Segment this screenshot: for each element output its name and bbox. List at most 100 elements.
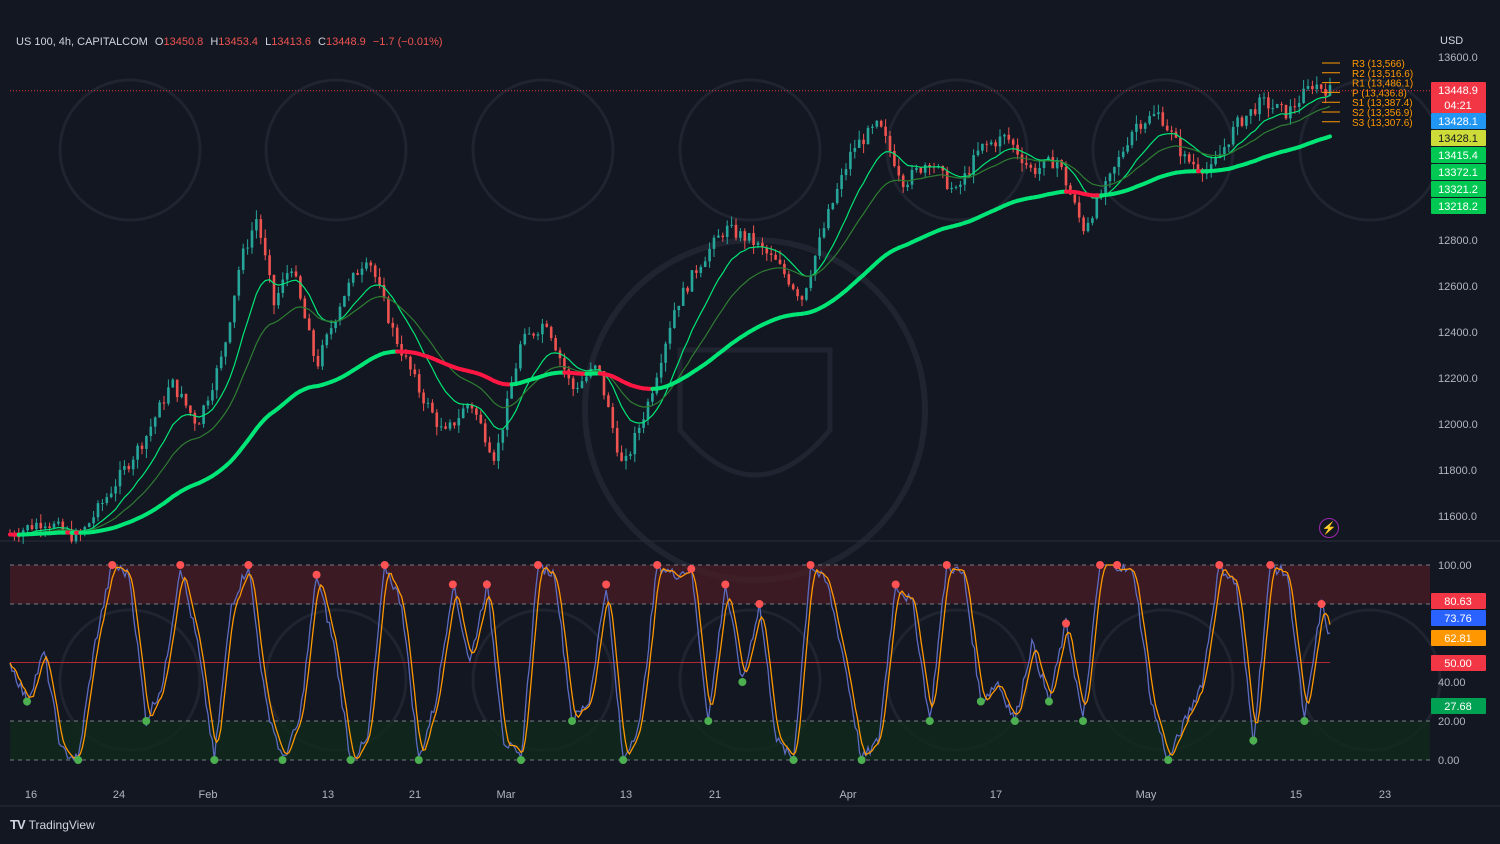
candle-body — [708, 248, 711, 262]
candle-body — [461, 408, 465, 419]
time-tick-label: 17 — [990, 789, 1002, 801]
stochastic-zones — [10, 564, 1430, 761]
candle-body — [1315, 84, 1319, 90]
candle-body — [61, 521, 65, 531]
candle-body — [193, 412, 197, 424]
candle-body — [250, 230, 254, 248]
cross-down-dot — [1062, 619, 1070, 628]
candle-body — [1227, 144, 1231, 148]
watermark-shield — [677, 347, 833, 478]
low-value: 13413.6 — [271, 36, 311, 48]
cross-up-dot — [346, 756, 355, 764]
candle-body — [1157, 112, 1160, 115]
overbought-zone — [10, 565, 1430, 604]
cross-up-dot — [23, 697, 32, 706]
candle-body — [849, 151, 852, 170]
candle-body — [334, 320, 337, 329]
candle-body — [510, 384, 513, 399]
time-tick-label: Mar — [497, 789, 516, 801]
price-tick-label: 12200.0 — [1438, 373, 1478, 385]
time-tick-label: 13 — [322, 789, 334, 801]
time-tick-label: 23 — [1379, 789, 1391, 801]
candle-body — [1003, 134, 1006, 137]
cross-up-dot — [1010, 717, 1019, 725]
candle-body — [888, 135, 892, 151]
time-tick-label: 13 — [620, 789, 632, 801]
cross-down-dot — [1215, 561, 1224, 569]
candle-body — [554, 338, 557, 351]
lightning-icon[interactable]: ⚡ — [1319, 518, 1339, 538]
candle-body — [422, 392, 425, 404]
candle-body — [448, 422, 452, 429]
candle-body — [1319, 84, 1323, 89]
candle-body — [1236, 117, 1239, 127]
oversold-zone — [10, 721, 1430, 760]
time-tick-label: 24 — [113, 789, 125, 801]
time-tick-label: 15 — [1290, 789, 1302, 801]
oscillator-badge: 80.63 — [1444, 596, 1472, 608]
candle-body — [593, 365, 597, 369]
stoch-d-line — [9, 564, 1331, 760]
symbol-name[interactable]: US 100, 4h, CAPITALCOM — [16, 36, 148, 48]
candle-body — [1280, 104, 1283, 106]
currency-label[interactable]: USD — [1440, 35, 1464, 47]
candle-body — [96, 503, 100, 518]
oscillator-badge-bg — [1431, 655, 1486, 671]
time-tick-label: Feb — [199, 789, 218, 801]
candle-body — [118, 469, 122, 487]
candle-body — [633, 432, 637, 455]
candle-body — [17, 536, 21, 538]
candle-body — [1047, 157, 1050, 160]
close-label: C — [318, 36, 326, 48]
price-badge: 13218.2 — [1438, 201, 1478, 213]
candle-body — [215, 368, 219, 391]
candle-body — [435, 412, 439, 427]
candle-body — [409, 356, 412, 370]
price-badge: 13428.1 — [1438, 116, 1478, 128]
candle-body — [1143, 123, 1147, 129]
candle-body — [1113, 167, 1116, 174]
time-tick-label: 21 — [409, 789, 421, 801]
symbol-header: US 100, 4h, CAPITALCOM O13450.8 H13453.4… — [16, 36, 447, 48]
candle-body — [1064, 167, 1068, 186]
candle-body — [620, 452, 623, 461]
candle-body — [475, 408, 478, 415]
price-axis[interactable]: 13600.0 12800.0 12600.0 12400.0 12200.0 12000… — [1438, 52, 1478, 523]
candle-body — [246, 247, 249, 249]
cross-down-dot — [602, 580, 611, 589]
candle-body — [351, 273, 355, 283]
candle-body — [1082, 217, 1085, 232]
candle-body — [167, 387, 170, 404]
candle-body — [1165, 125, 1169, 131]
candle-body — [211, 390, 214, 401]
high-label: H — [210, 36, 219, 48]
candle-body — [140, 445, 144, 449]
time-axis[interactable]: 16 24 Feb 13 21 Mar 13 21 Apr 17 May 15 23 — [25, 789, 1391, 801]
ema-slow-segment — [1323, 134, 1332, 140]
time-tick-label: Apr — [839, 789, 856, 801]
candle-body — [1011, 139, 1015, 145]
candle-body — [637, 427, 641, 433]
price-tick-label: 12800.0 — [1438, 235, 1478, 247]
candle-body — [1117, 157, 1121, 168]
candle-body — [1055, 160, 1059, 169]
watermark-circle — [58, 78, 202, 222]
oscillator-axis[interactable]: 100.00 40.00 20.00 0.00 — [1438, 560, 1472, 767]
candles — [8, 76, 1332, 544]
candle-body — [774, 254, 777, 260]
candle-body — [290, 271, 293, 274]
candle-body — [840, 175, 843, 190]
candle-body — [901, 175, 905, 188]
candle-body — [303, 298, 307, 319]
oscillator-tick-label: 40.00 — [1438, 677, 1466, 689]
tradingview-brand[interactable]: TV TradingView — [10, 817, 95, 832]
candle-body — [906, 184, 909, 188]
time-tick-label: 21 — [709, 789, 721, 801]
candle-body — [580, 381, 584, 388]
cross-down-dot — [380, 561, 389, 569]
pivot-label: R3 (13,566) — [1352, 59, 1405, 70]
oscillator-badge-bg — [1431, 630, 1486, 646]
cross-down-dot — [448, 580, 457, 589]
candle-body — [976, 150, 980, 156]
